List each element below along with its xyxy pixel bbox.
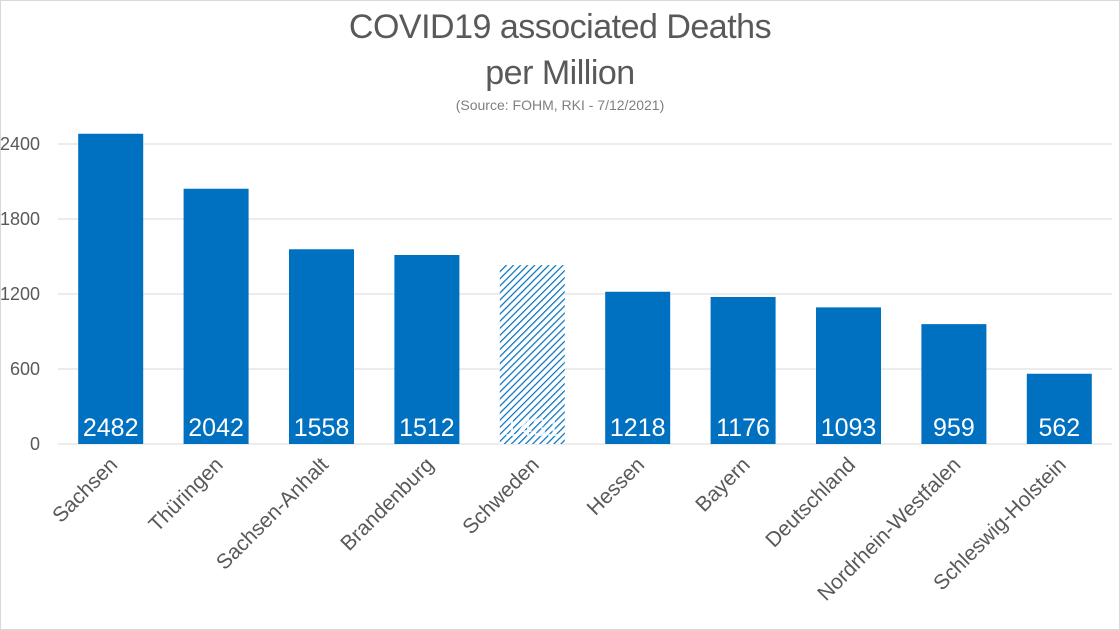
y-tick-label: 1200	[0, 284, 40, 304]
bar-sachsen	[78, 133, 144, 444]
x-tick-label: Sachsen-Anhalt	[212, 453, 333, 574]
data-label: 1512	[399, 414, 455, 442]
x-tick-label: Brandenburg	[336, 453, 438, 555]
bar-nordrhein-westfalen	[921, 324, 987, 444]
data-label: 2042	[188, 414, 244, 442]
bar-hessen	[605, 291, 671, 444]
data-label: 1558	[294, 414, 350, 442]
x-tick-label: Schweden	[458, 453, 544, 539]
bar-bayern	[710, 297, 776, 444]
bar-brandenburg	[394, 255, 460, 444]
bar-sachsen-anhalt	[289, 249, 354, 444]
data-label: 1176	[716, 414, 770, 442]
data-label: 562	[1038, 414, 1080, 442]
x-tick-label: Deutschland	[761, 453, 860, 552]
bar-deutschland	[816, 307, 881, 444]
y-tick-label: 0	[30, 434, 40, 454]
x-tick-label: Bayern	[691, 453, 754, 516]
bar-th-ringen	[183, 188, 249, 444]
x-tick-label: Hessen	[583, 453, 650, 520]
data-label: 1218	[610, 414, 666, 442]
chart-subtitle: (Source: FOHM, RKI - 7/12/2021)	[455, 97, 665, 113]
bar-schweden	[499, 265, 565, 444]
data-label: 1431	[504, 414, 560, 442]
y-tick-label: 1800	[0, 209, 40, 229]
y-tick-label: 2400	[0, 134, 40, 154]
chart-title: COVID19 associated Deaths	[348, 8, 772, 46]
x-tick-label: Thüringen	[145, 453, 228, 536]
data-labels: 2482 2042 1558 1512 1431 1218 1176 1093 959 562	[83, 414, 1080, 442]
bar-schleswig-holstein	[1026, 373, 1092, 444]
chart-title-line2: per Million	[485, 54, 635, 92]
y-tick-label: 600	[10, 359, 40, 379]
x-tick-label: Sachsen	[48, 453, 122, 527]
data-label: 1093	[821, 414, 877, 442]
data-label: 959	[933, 414, 975, 442]
data-label: 2482	[83, 414, 139, 442]
bars	[78, 133, 1092, 444]
y-axis: 0 600 1200 1800 2400	[0, 134, 40, 454]
